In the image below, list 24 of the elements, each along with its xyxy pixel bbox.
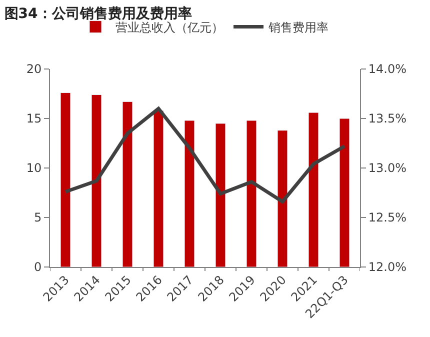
legend-label: 营业总收入（亿元） bbox=[116, 20, 224, 34]
bar bbox=[308, 112, 319, 267]
bar bbox=[60, 92, 71, 267]
chart-title: 图34：公司销售费用及费用率 bbox=[4, 5, 192, 22]
y2-tick-label: 12.0% bbox=[368, 260, 407, 274]
y-tick-label: 5 bbox=[34, 210, 42, 225]
bar bbox=[184, 120, 195, 267]
y2-tick-label: 14.0% bbox=[368, 62, 407, 76]
y-tick-label: 15 bbox=[26, 112, 42, 126]
line-series bbox=[64, 106, 346, 204]
bar bbox=[153, 110, 164, 267]
bar bbox=[277, 130, 288, 267]
y2-tick-label: 12.5% bbox=[368, 210, 407, 225]
bar bbox=[215, 123, 226, 267]
bar bbox=[246, 120, 257, 267]
bar bbox=[122, 101, 133, 267]
y-tick-label: 0 bbox=[34, 260, 42, 274]
y-tick-label: 20 bbox=[26, 62, 42, 76]
legend-label: 销售费用率 bbox=[268, 20, 328, 34]
bar bbox=[91, 94, 102, 267]
y-tick-label: 10 bbox=[26, 161, 42, 176]
y2-tick-label: 13.5% bbox=[368, 112, 407, 126]
y2-tick-label: 13.0% bbox=[368, 161, 407, 176]
bar bbox=[339, 118, 350, 267]
